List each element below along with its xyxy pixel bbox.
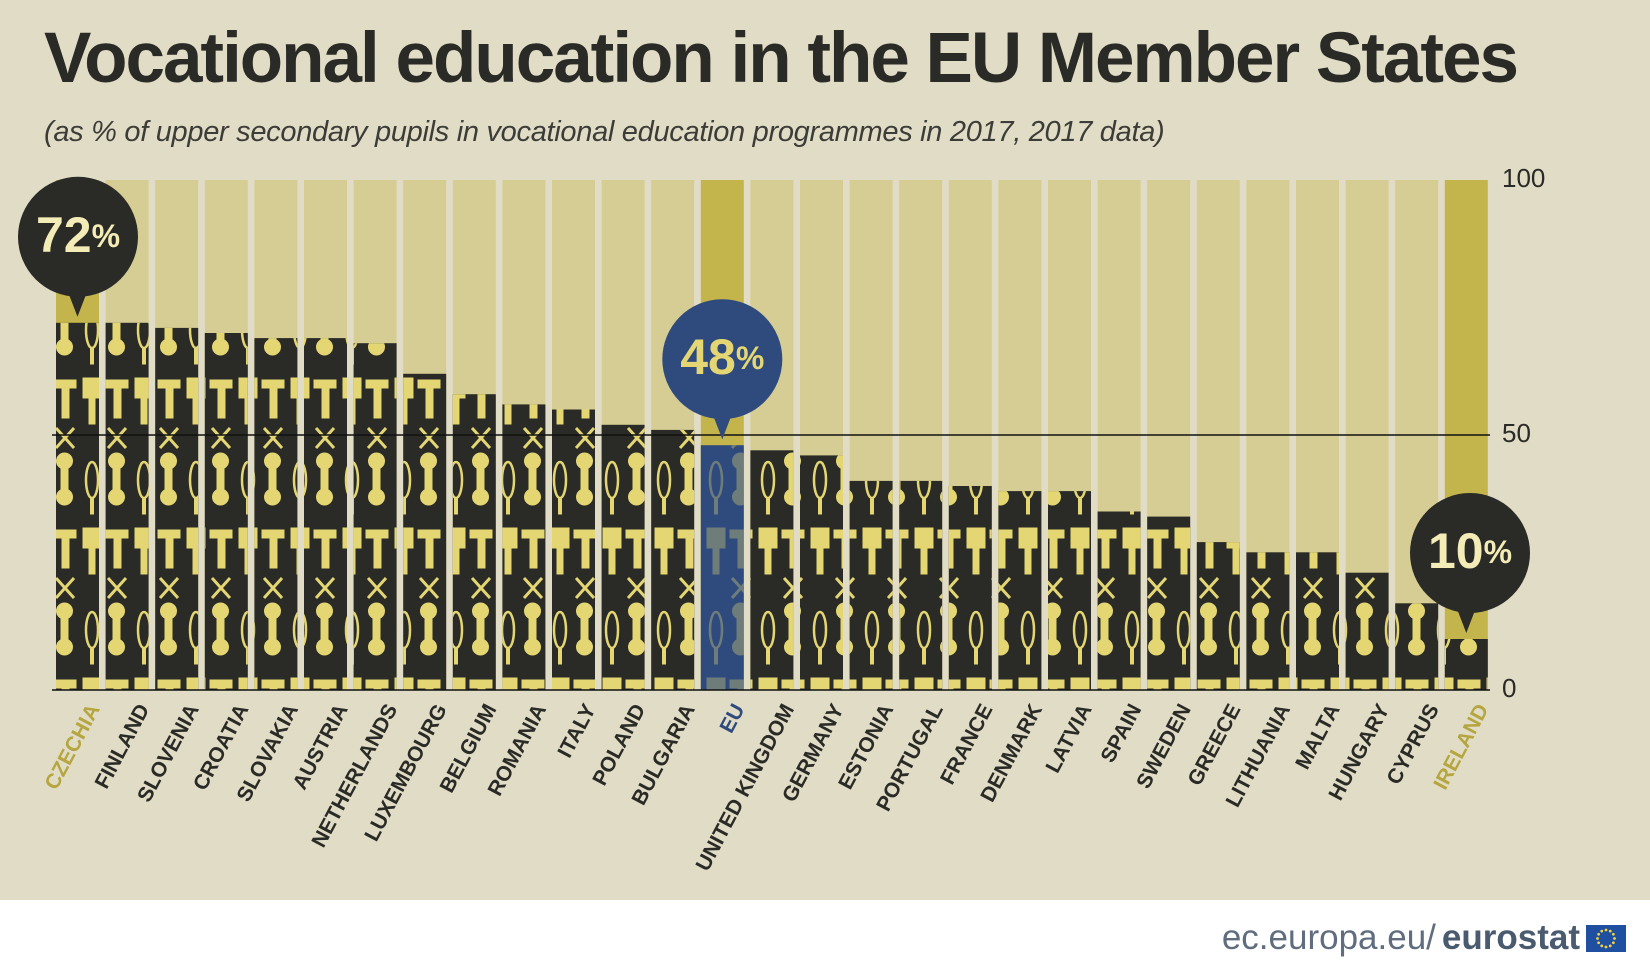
bar-icons-united-kingdom xyxy=(750,450,794,690)
bar-greece xyxy=(1196,542,1240,690)
callout-eu: 48% xyxy=(662,299,783,440)
page-title: Vocational education in the EU Member St… xyxy=(44,19,1519,98)
bar-netherlands xyxy=(353,343,397,690)
bar-icons-austria xyxy=(304,338,347,690)
bar-romania xyxy=(502,404,546,690)
bar-luxembourg xyxy=(403,373,447,690)
bar-united-kingdom xyxy=(750,450,794,690)
bar-france xyxy=(948,486,992,690)
bar-icons-portugal xyxy=(899,480,943,690)
callout-unit: % xyxy=(736,341,764,377)
bar-icons-czechia xyxy=(56,322,99,690)
bar-icons-bulgaria xyxy=(651,429,695,690)
bar-belgium xyxy=(452,394,496,690)
bar-icons-spain xyxy=(1097,511,1141,690)
callout-value: 48% xyxy=(680,329,764,385)
callout-bubble xyxy=(18,176,138,297)
callout-ireland: 10% xyxy=(1410,493,1530,633)
bar-ireland xyxy=(1444,639,1488,690)
callout-pointer xyxy=(67,290,88,317)
bar-icons-italy xyxy=(552,409,595,690)
x-label-eu: EU xyxy=(715,700,749,737)
callout-pointer xyxy=(1456,607,1477,633)
x-label-malta: MALTA xyxy=(1291,700,1344,773)
bar-icons-slovenia xyxy=(155,327,199,690)
bar-eu xyxy=(700,445,744,690)
bar-croatia xyxy=(204,333,248,690)
bar-icons-sweden xyxy=(1147,516,1191,690)
callout-unit: % xyxy=(92,218,120,254)
bar-icons-slovakia xyxy=(254,338,298,690)
bar-icons-eu xyxy=(700,445,744,690)
bar-malta xyxy=(1296,552,1339,690)
footer-brand: ec.europa.eu/ eurostat xyxy=(1222,916,1626,960)
page-subtitle: (as % of upper secondary pupils in vocat… xyxy=(44,116,1165,148)
callout-unit: % xyxy=(1484,534,1512,570)
callout-number: 48 xyxy=(680,329,736,385)
bar-spain xyxy=(1097,511,1141,690)
callout-number: 10 xyxy=(1428,523,1484,579)
bar-austria xyxy=(304,338,347,690)
bar-icons-romania xyxy=(502,404,546,690)
bar-italy xyxy=(552,409,595,690)
bar-icons-lithuania xyxy=(1246,552,1290,690)
bar-icons-estonia xyxy=(849,480,893,690)
callout-czechia: 72% xyxy=(18,176,138,317)
callout-bubble xyxy=(1410,493,1530,613)
bar-icons-ireland xyxy=(1444,639,1488,690)
y-tick-0: 0 xyxy=(1502,673,1516,703)
x-label-spain: SPAIN xyxy=(1097,700,1147,766)
bar-bulgaria xyxy=(651,429,695,690)
bar-icons-cyprus xyxy=(1395,603,1439,690)
bar-hungary xyxy=(1345,572,1389,690)
y-tick-50: 50 xyxy=(1502,418,1531,448)
x-label-latvia: LATVIA xyxy=(1041,700,1096,776)
footer-brand-name: eurostat xyxy=(1441,918,1580,957)
bar-icons-croatia xyxy=(204,333,248,690)
bar-portugal xyxy=(899,480,943,690)
bar-finland xyxy=(105,322,149,690)
eu-flag-icon xyxy=(1586,924,1626,952)
x-label-italy: ITALY xyxy=(553,700,600,761)
bar-icons-belgium xyxy=(452,394,496,690)
footer-site: ec.europa.eu/ xyxy=(1221,918,1436,957)
callout-value: 72% xyxy=(36,207,120,263)
callout-bubble xyxy=(662,299,783,420)
bar-icons-finland xyxy=(105,322,149,690)
bar-icons-malta xyxy=(1296,552,1339,690)
bar-icons-latvia xyxy=(1048,491,1091,690)
bar-czechia xyxy=(56,322,99,690)
bar-icons-germany xyxy=(800,455,843,690)
bar-icons-greece xyxy=(1196,542,1240,690)
bar-icons-netherlands xyxy=(353,343,397,690)
bar-estonia xyxy=(849,480,893,690)
bar-icons-hungary xyxy=(1345,572,1389,690)
bar-icons-denmark xyxy=(998,491,1042,690)
bar-slovenia xyxy=(155,327,199,690)
bar-lithuania xyxy=(1246,552,1290,690)
callout-value: 10% xyxy=(1428,523,1512,579)
bar-germany xyxy=(800,455,843,690)
y-tick-100: 100 xyxy=(1502,163,1545,193)
chart-panel: Vocational education in the EU Member St… xyxy=(0,0,1650,900)
bar-icons-luxembourg xyxy=(403,373,447,690)
bar-latvia xyxy=(1048,491,1091,690)
bar-slovakia xyxy=(254,338,298,690)
bar-cyprus xyxy=(1395,603,1439,690)
bar-sweden xyxy=(1147,516,1191,690)
bar-poland xyxy=(601,424,645,690)
bar-denmark xyxy=(998,491,1042,690)
callout-pointer xyxy=(712,413,733,440)
callout-number: 72 xyxy=(36,207,92,263)
bar-icons-poland xyxy=(601,424,645,690)
bar-icons-france xyxy=(948,486,992,690)
